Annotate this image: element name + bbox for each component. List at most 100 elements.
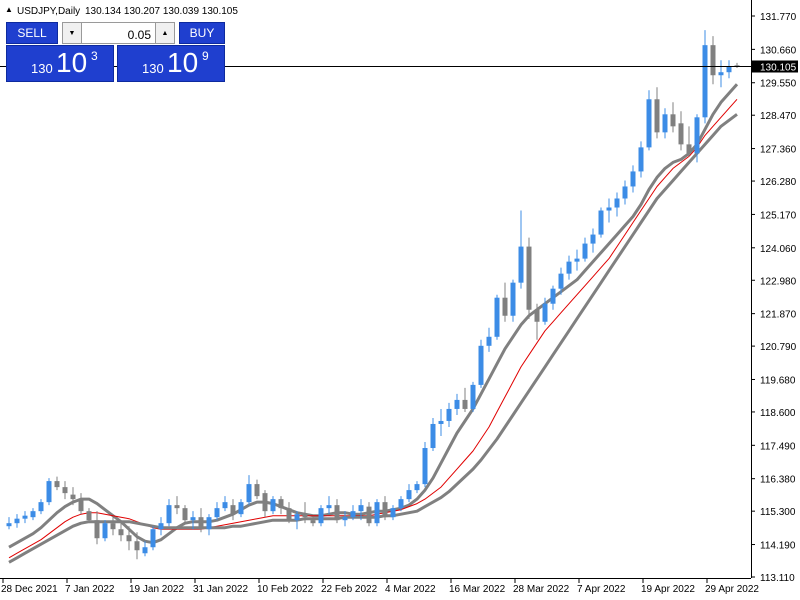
buy-button[interactable]: BUY	[179, 22, 225, 44]
x-tick-label: 29 Apr 2022	[705, 584, 759, 595]
candle-body	[182, 508, 188, 521]
candle-body	[334, 505, 340, 521]
x-tick-label: 19 Jan 2022	[129, 584, 184, 595]
buy-price-button[interactable]: 130 10 9	[117, 45, 225, 82]
candle-body	[174, 505, 180, 509]
moving-averages	[8, 83, 739, 564]
candle-body	[302, 514, 308, 518]
candle-body	[510, 282, 516, 316]
candle-body	[230, 505, 236, 515]
candle-body	[534, 309, 540, 322]
candle-body	[126, 535, 132, 542]
symbol-label: USDJPY,Daily	[17, 6, 80, 17]
sell-button[interactable]: SELL	[6, 22, 58, 44]
candle-body	[118, 529, 124, 536]
ask-price-pip: 9	[202, 49, 209, 63]
candle-body	[422, 448, 428, 485]
candle-body	[390, 508, 396, 518]
y-tick-label: 127.360	[760, 145, 797, 156]
candle-body	[342, 517, 348, 521]
candle-body	[46, 481, 52, 503]
candle-body	[574, 258, 580, 262]
y-tick-label: 128.470	[760, 111, 797, 122]
chart-header: ▲ USDJPY,Daily 130.134 130.207 130.039 1…	[5, 5, 238, 17]
candle-body	[638, 147, 644, 172]
candle-body	[518, 246, 524, 283]
one-click-trading-panel: SELL ▼ ▲ BUY 130 10 3 130 10 9	[6, 22, 225, 82]
chevron-up-icon: ▲	[161, 29, 169, 37]
candle-body	[318, 508, 324, 524]
candle-body	[54, 481, 60, 488]
candle-body	[62, 487, 68, 494]
candle-body	[134, 541, 140, 551]
candle-body	[614, 198, 620, 208]
candle-body	[478, 345, 484, 385]
candle-body	[214, 508, 220, 518]
candle-body	[606, 207, 612, 211]
candle-body	[150, 529, 156, 548]
y-tick-label: 129.550	[760, 79, 797, 90]
lot-size-input[interactable]	[82, 22, 155, 44]
y-tick-label: 130.660	[760, 45, 797, 56]
candle-body	[454, 399, 460, 409]
candle-body	[598, 210, 604, 235]
y-tick-label: 126.280	[760, 177, 797, 188]
candle-body	[198, 517, 204, 530]
candle-body	[262, 493, 268, 512]
candle-body	[382, 502, 388, 518]
sell-price-button[interactable]: 130 10 3	[6, 45, 114, 82]
candle-body	[246, 484, 252, 503]
x-tick-label: 31 Jan 2022	[193, 584, 248, 595]
candle-body	[94, 520, 100, 539]
candle-body	[190, 517, 196, 521]
candle-body	[646, 99, 652, 148]
candle-body	[686, 144, 692, 154]
x-tick-label: 7 Apr 2022	[577, 584, 626, 595]
candle-body	[678, 123, 684, 145]
y-tick-label: 118.600	[760, 408, 796, 419]
y-tick-label: 131.770	[760, 12, 797, 23]
candle-body	[486, 336, 492, 346]
candle-body	[430, 423, 436, 449]
current-price-marker	[752, 60, 798, 73]
ask-price-prefix: 130	[142, 61, 164, 76]
x-tick-label: 22 Feb 2022	[321, 584, 378, 595]
candle-body	[694, 117, 700, 154]
candles	[6, 30, 740, 560]
candle-body	[78, 499, 84, 512]
candle-body	[726, 66, 732, 73]
candle-body	[30, 511, 36, 518]
bid-price-big: 10	[56, 47, 88, 78]
candle-body	[254, 484, 260, 497]
candle-body	[438, 420, 444, 424]
candle-body	[6, 523, 12, 527]
x-tick-label: 10 Feb 2022	[257, 584, 314, 595]
y-tick-label: 119.680	[760, 375, 796, 386]
candle-body	[702, 45, 708, 118]
lot-increase-button[interactable]: ▲	[155, 22, 175, 44]
candle-body	[366, 506, 372, 524]
candle-body	[142, 547, 148, 554]
y-tick-label: 113.110	[760, 573, 795, 584]
candle-body	[654, 99, 660, 133]
x-tick-label: 28 Mar 2022	[513, 584, 570, 595]
candle-body	[582, 243, 588, 259]
y-tick-label: 114.190	[760, 541, 796, 552]
candle-body	[158, 523, 164, 530]
candle-body	[326, 505, 332, 509]
candle-body	[398, 499, 404, 509]
ohlc-values: 130.134 130.207 130.039 130.105	[85, 6, 238, 17]
lot-decrease-button[interactable]: ▼	[62, 22, 82, 44]
candle-body	[670, 114, 676, 127]
y-tick-label: 125.170	[760, 210, 797, 221]
candle-body	[542, 303, 548, 322]
bid-price-prefix: 130	[31, 61, 53, 76]
candle-body	[622, 186, 628, 199]
candle-body	[446, 408, 452, 421]
candle-body	[286, 508, 292, 521]
candle-body	[374, 502, 380, 524]
y-tick-label: 116.380	[760, 475, 796, 486]
candle-body	[470, 384, 476, 409]
candle-body	[22, 515, 28, 519]
